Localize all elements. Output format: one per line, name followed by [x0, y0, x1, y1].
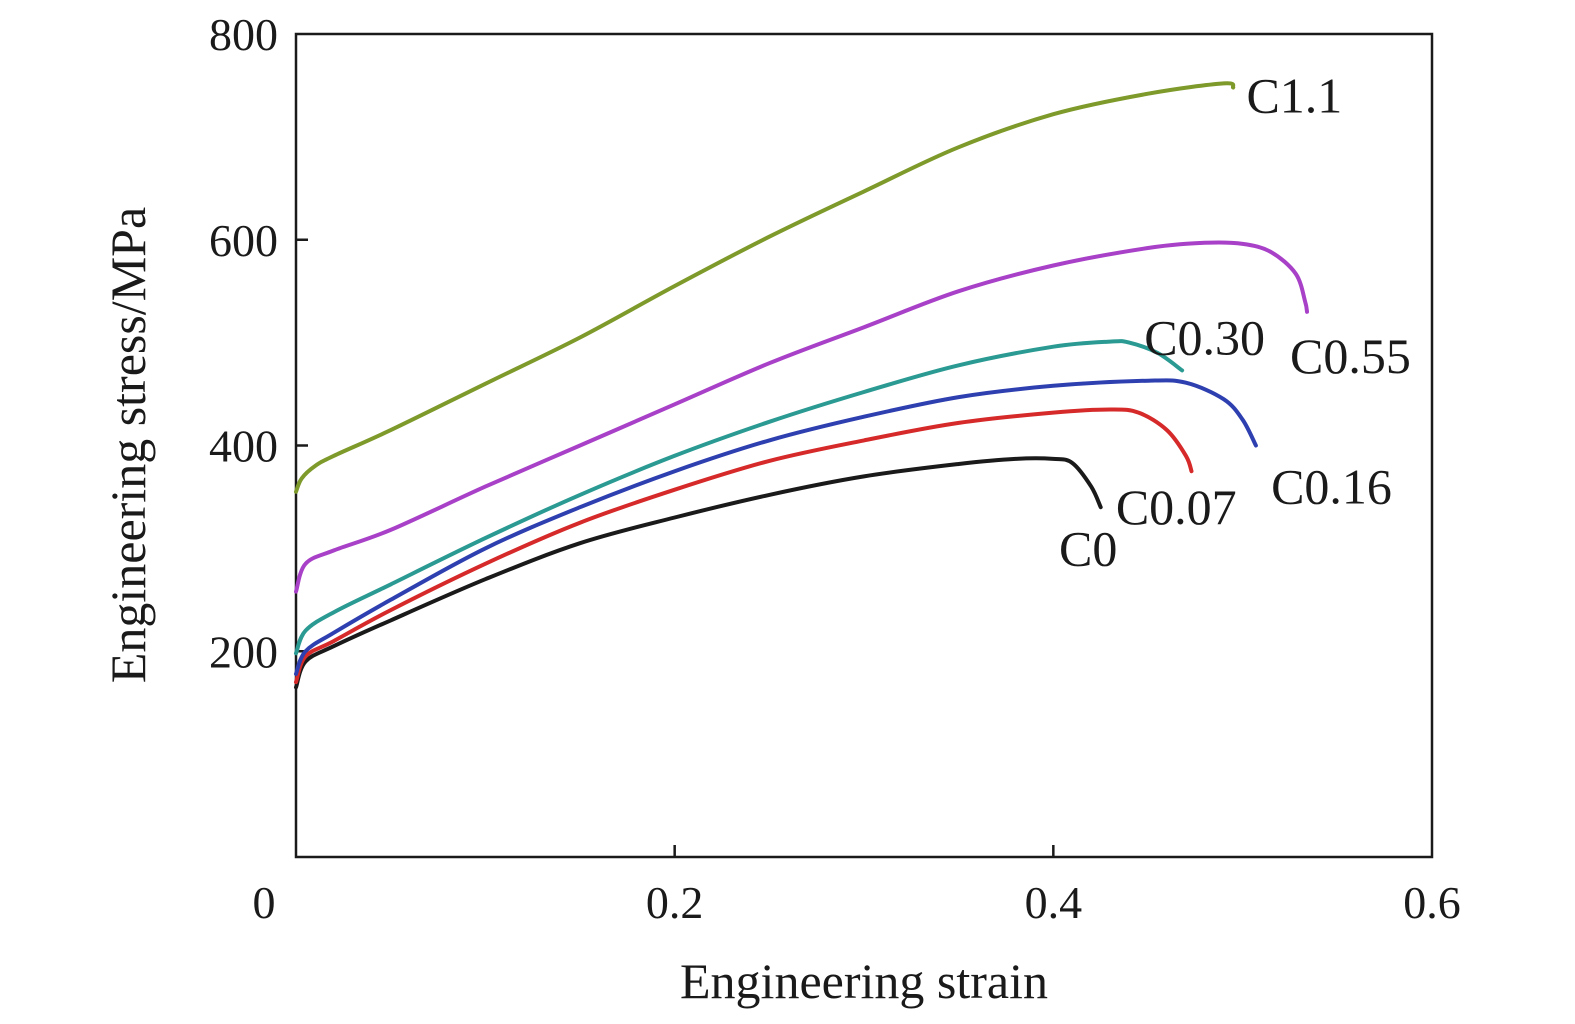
y-tick-label: 800 — [209, 9, 278, 60]
series-label-c0-07: C0.07 — [1116, 479, 1237, 535]
series-label-c0-16: C0.16 — [1271, 459, 1392, 515]
series-label-c0-55: C0.55 — [1290, 328, 1411, 384]
series-line-c0 — [294, 456, 1103, 690]
series-line-c1-1 — [294, 81, 1236, 494]
y-tick-label: 400 — [209, 421, 278, 472]
x-tick-label: 0 — [253, 877, 276, 928]
y-tick-label: 600 — [209, 215, 278, 266]
series-label-c0: C0 — [1059, 520, 1117, 576]
plot-area-frame — [294, 32, 1434, 859]
series-lines — [294, 81, 1309, 690]
x-tick-label: 0.6 — [1403, 877, 1461, 928]
x-axis-ticks: 0 0.2 0.4 0.6 — [253, 845, 1461, 928]
series-line-c0-30 — [294, 339, 1185, 656]
series-line-c0-07 — [294, 407, 1194, 685]
y-axis-ticks: 200 400 600 800 — [209, 9, 308, 677]
x-axis-label: Engineering strain — [680, 953, 1048, 1009]
y-axis-label: Engineering stress/MPa — [100, 207, 156, 683]
x-tick-label: 0.2 — [646, 877, 704, 928]
series-line-c0-16 — [294, 378, 1258, 676]
series-label-c1-1: C1.1 — [1246, 68, 1342, 124]
series-label-c0-30: C0.30 — [1144, 309, 1265, 365]
y-tick-label: 200 — [209, 626, 278, 677]
x-tick-label: 0.4 — [1025, 877, 1083, 928]
series-line-c0-55 — [294, 240, 1309, 594]
